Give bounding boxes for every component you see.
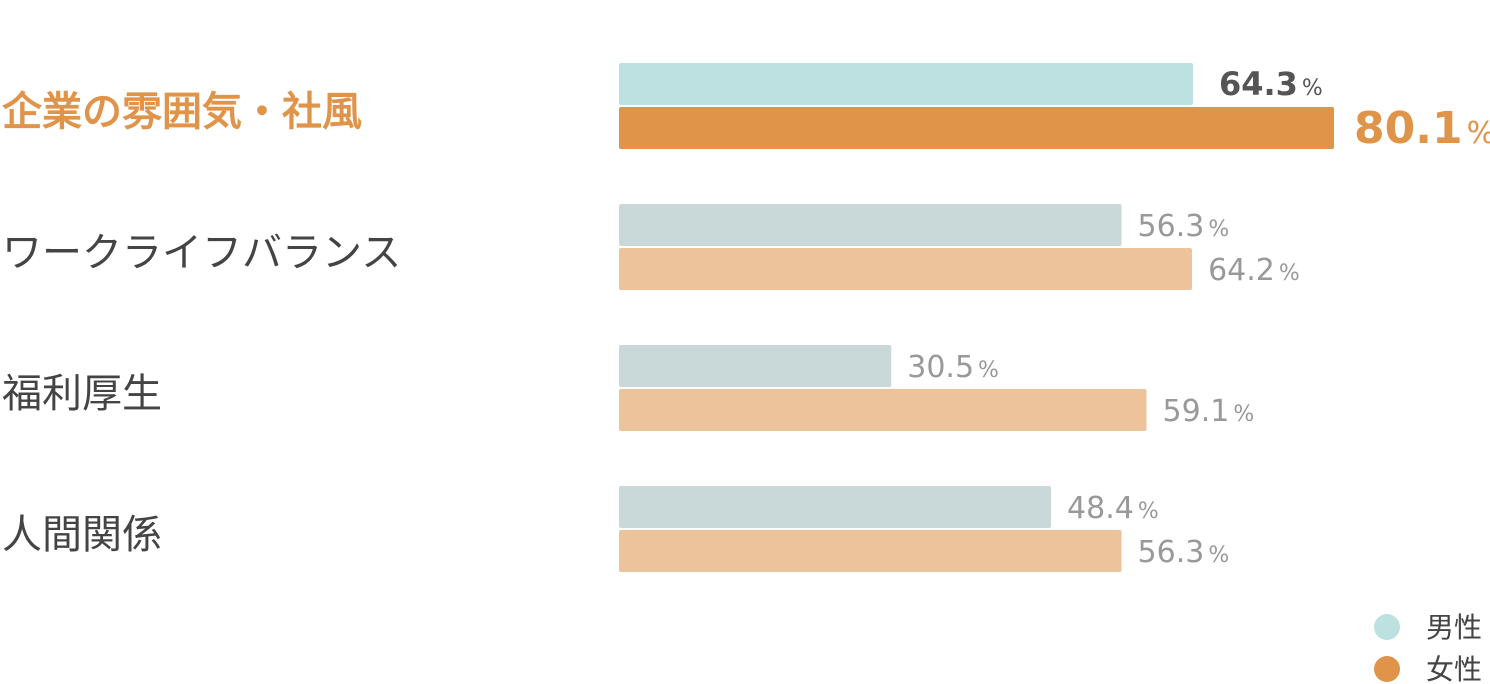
female-bar	[619, 530, 1122, 572]
male-value-label: 30.5%	[907, 350, 999, 385]
female-legend-label: 女性	[1426, 653, 1482, 684]
value-labels: 64.3% 80.1% 56.3% 64.2% 30.5% 59.1% 48.4% 56.3%	[907, 65, 1490, 570]
category-label: 人間関係	[2, 512, 162, 558]
female-value-label: 59.1%	[1163, 394, 1255, 429]
male-value-label: 56.3%	[1138, 209, 1230, 244]
male-bar	[619, 486, 1052, 528]
bars	[619, 63, 1334, 572]
female-value-label: 56.3%	[1138, 535, 1230, 570]
male-bar	[619, 345, 892, 387]
male-bar	[619, 204, 1122, 246]
male-legend-label: 男性	[1426, 611, 1482, 644]
male-legend-dot	[1374, 614, 1400, 640]
category-label: ワークライフバランス	[2, 230, 401, 276]
category-label: 企業の雰囲気・社風	[2, 89, 362, 135]
female-legend-dot	[1374, 656, 1400, 682]
female-bar	[619, 389, 1147, 431]
male-value-label: 48.4%	[1067, 491, 1159, 526]
female-bar	[619, 107, 1334, 149]
female-bar	[619, 248, 1193, 290]
female-value-label: 80.1%	[1354, 103, 1490, 154]
male-bar	[619, 63, 1193, 105]
category-label: 福利厚生	[2, 371, 162, 417]
female-value-label: 64.2%	[1208, 253, 1300, 288]
male-value-label: 64.3%	[1219, 65, 1323, 103]
